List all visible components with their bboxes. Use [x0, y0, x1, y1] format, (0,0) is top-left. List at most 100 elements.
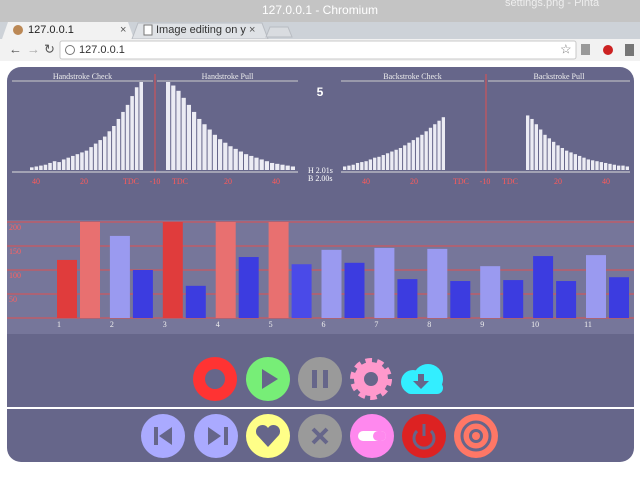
axis-label: 20 — [224, 177, 232, 186]
tab-close[interactable]: × — [120, 24, 126, 36]
profile-bar — [578, 155, 582, 170]
profile-bar — [130, 96, 134, 170]
bar — [427, 248, 448, 318]
settings-button[interactable] — [350, 358, 392, 400]
help-button[interactable] — [454, 414, 498, 458]
profile-bar — [43, 164, 48, 170]
profile-bar — [66, 157, 71, 170]
profile-bar — [403, 145, 407, 170]
bar — [556, 281, 577, 318]
profile-bar — [207, 129, 212, 170]
x-tick-label: 10 — [531, 320, 539, 329]
back-button[interactable]: ← — [9, 41, 22, 56]
axis-label: TDC — [502, 177, 518, 186]
favorite-button[interactable] — [246, 414, 290, 458]
profile-bar — [617, 165, 621, 170]
profile-bar — [125, 104, 130, 170]
axis-label: 40 — [602, 177, 610, 186]
forward-button[interactable]: → — [27, 41, 40, 56]
profile-bar — [80, 152, 84, 170]
bar — [162, 222, 183, 318]
profile-bar — [547, 138, 551, 170]
previous-button[interactable] — [141, 414, 185, 458]
profile-bar — [428, 127, 433, 170]
bar — [503, 280, 524, 318]
tab[interactable] — [2, 22, 134, 39]
next-button[interactable] — [194, 414, 238, 458]
profile-bar — [89, 147, 93, 170]
profile-bar — [407, 142, 411, 170]
cancel-button[interactable] — [298, 414, 342, 458]
info-icon — [65, 45, 75, 55]
profile-bar — [355, 162, 360, 170]
axis-label: TDC — [172, 177, 188, 186]
bar — [397, 279, 418, 318]
bar — [533, 256, 554, 318]
profile-bar — [625, 166, 629, 170]
profile-bar — [107, 131, 112, 170]
axis-label: -10 — [480, 177, 491, 186]
bookmark-star[interactable]: ☆ — [560, 41, 572, 56]
profile-bar — [244, 154, 249, 170]
play-button[interactable] — [246, 357, 290, 401]
panel-title: Backstroke Pull — [534, 72, 586, 81]
background-window-title: settings.png - Pinta — [505, 0, 600, 9]
address-bar[interactable] — [59, 40, 577, 60]
x-tick-label: 3 — [163, 320, 167, 329]
stop-button[interactable] — [193, 357, 237, 401]
tab-label: Image editing on y — [156, 24, 246, 36]
axis-label: 20 — [410, 177, 418, 186]
download-button[interactable] — [401, 364, 443, 394]
profile-bar — [373, 157, 377, 170]
bar — [80, 222, 100, 318]
profile-bar — [166, 82, 171, 170]
profile-bar — [595, 161, 599, 170]
menu-button[interactable] — [625, 44, 634, 56]
handstroke-time: H 2.01s — [308, 166, 333, 175]
x-tick-label: 11 — [584, 320, 592, 329]
profile-bar — [228, 146, 233, 170]
count: 5 — [317, 85, 324, 99]
tab-close[interactable]: × — [249, 24, 255, 36]
profile-bar — [437, 120, 441, 170]
power-button[interactable] — [402, 414, 446, 458]
tab-icon — [143, 24, 153, 36]
profile-bar — [39, 165, 43, 170]
profile-bar — [569, 152, 573, 170]
reload-button[interactable]: ↻ — [44, 41, 55, 56]
profile-bar — [556, 145, 560, 170]
profile-bar — [134, 87, 139, 170]
address-text: 127.0.0.1 — [79, 44, 125, 56]
profile-bar — [30, 167, 34, 170]
extension-icon[interactable] — [581, 44, 590, 55]
axis-label: TDC — [453, 177, 469, 186]
bar — [609, 277, 629, 318]
profile-bar — [249, 155, 254, 170]
axis-label: -10 — [150, 177, 161, 186]
bar — [344, 262, 365, 318]
profile-bar — [171, 85, 176, 170]
profile-bar — [599, 162, 603, 170]
extension-icon[interactable] — [603, 45, 613, 55]
bar — [215, 222, 236, 318]
panel-title: Handstroke Pull — [202, 72, 255, 81]
new-tab[interactable] — [265, 26, 293, 38]
toggle-button[interactable] — [350, 414, 394, 458]
pause-button[interactable] — [298, 357, 342, 401]
y-tick-label: 150 — [9, 247, 21, 256]
profile-bar — [181, 97, 186, 170]
profile-bar — [364, 161, 368, 170]
x-tick-label: 8 — [427, 320, 431, 329]
profile-bar — [280, 164, 285, 170]
title-bar — [0, 0, 640, 22]
x-tick-label: 5 — [269, 320, 273, 329]
profile-bar — [212, 134, 217, 170]
profile-bar — [543, 134, 547, 170]
panel-title: Backstroke Check — [383, 72, 441, 81]
profile-bar — [57, 162, 61, 170]
profile-bar — [285, 165, 290, 170]
axis-label: 40 — [272, 177, 280, 186]
bar — [57, 259, 77, 318]
